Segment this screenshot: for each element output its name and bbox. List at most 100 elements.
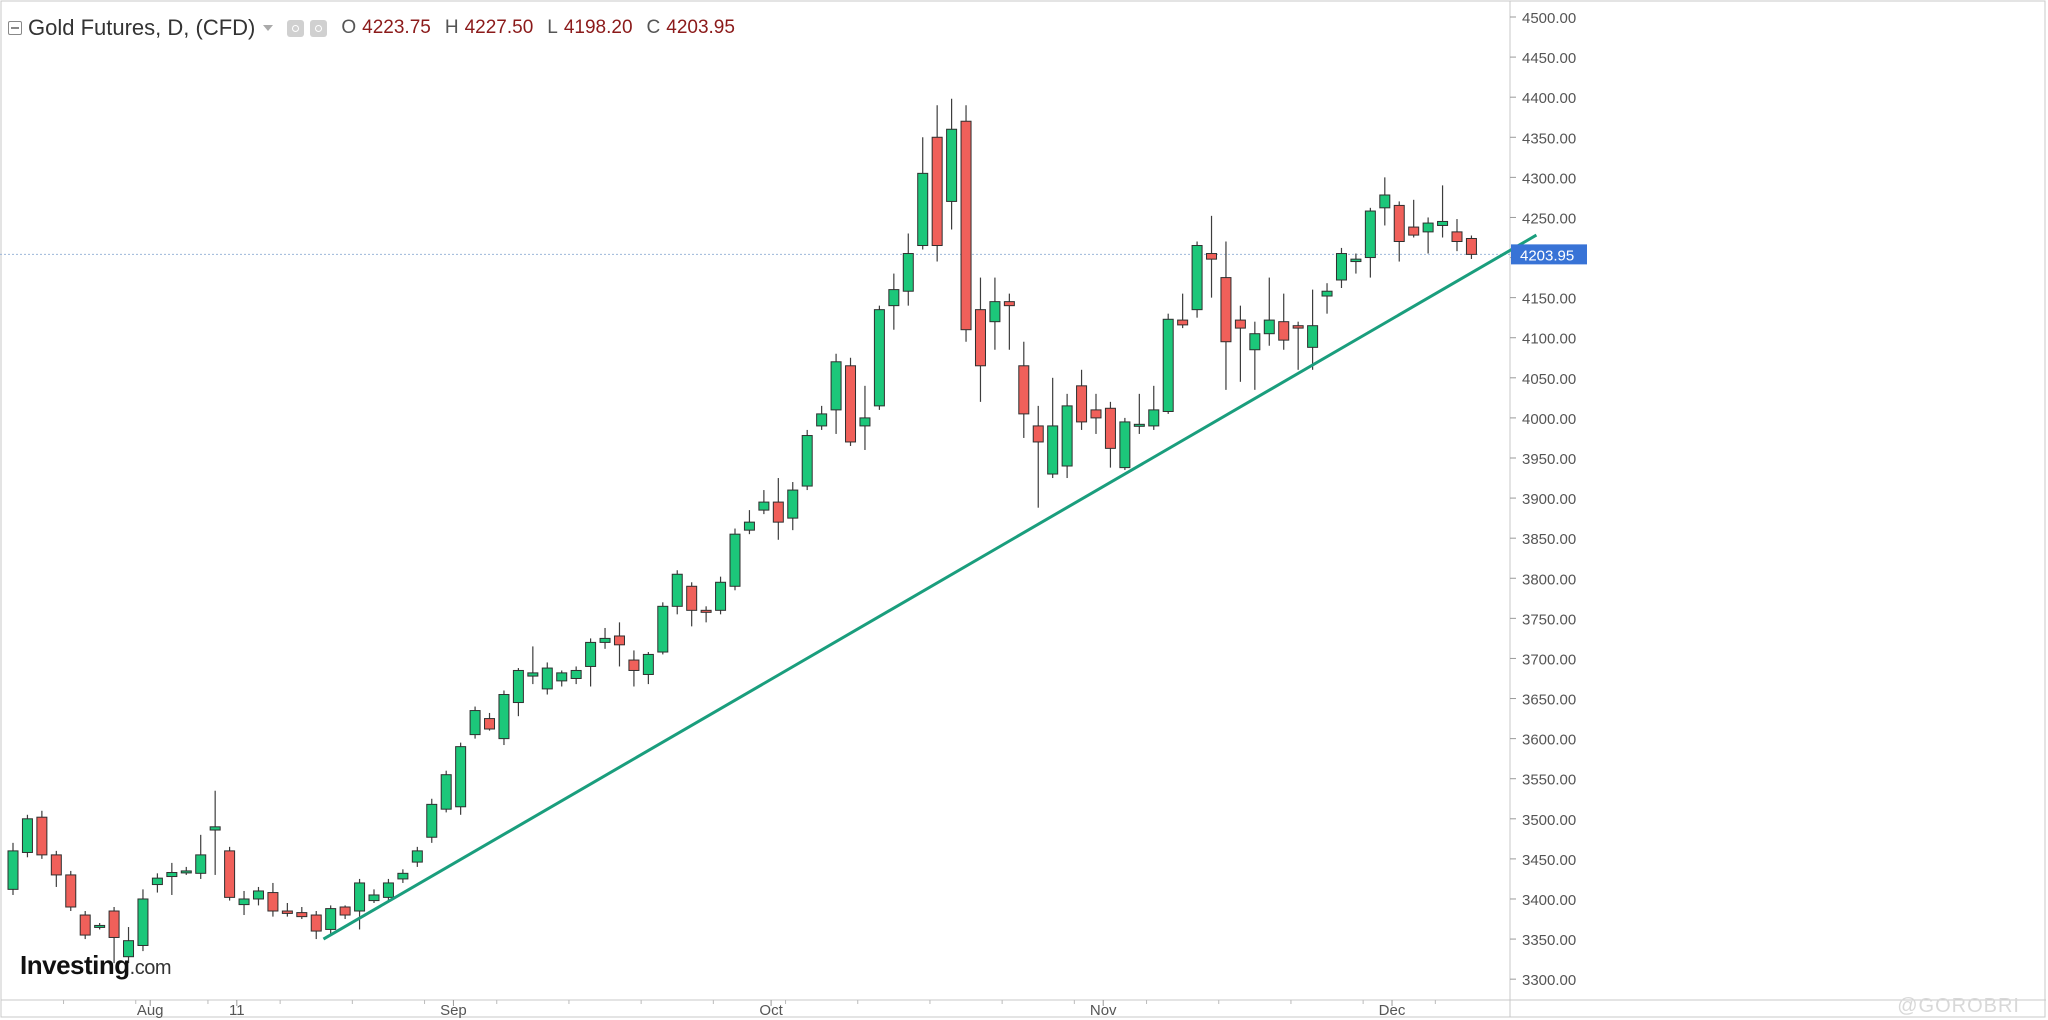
trendline[interactable] bbox=[322, 233, 1538, 941]
candle[interactable] bbox=[1032, 405, 1044, 508]
candle[interactable] bbox=[1018, 341, 1030, 438]
candle[interactable] bbox=[772, 478, 784, 540]
candle[interactable] bbox=[1451, 219, 1463, 252]
candle[interactable] bbox=[512, 668, 524, 717]
candle[interactable] bbox=[484, 712, 496, 731]
candle[interactable] bbox=[498, 690, 510, 746]
price-axis[interactable]: 3300.00 3350.00 3400.00 3450.00 3500.00 3550.… bbox=[1510, 10, 1587, 989]
candle[interactable] bbox=[1292, 321, 1304, 370]
candle[interactable] bbox=[931, 105, 943, 262]
candle[interactable] bbox=[123, 927, 135, 964]
candle[interactable] bbox=[180, 866, 192, 875]
candle[interactable] bbox=[570, 666, 582, 685]
candle[interactable] bbox=[902, 233, 914, 306]
candle[interactable] bbox=[296, 906, 308, 920]
candle[interactable] bbox=[787, 482, 799, 531]
candle[interactable] bbox=[368, 889, 380, 903]
candle[interactable] bbox=[715, 576, 727, 615]
time-axis[interactable]: Aug 11 Sep Oct Nov Dec bbox=[63, 1000, 1436, 1019]
candle[interactable] bbox=[195, 834, 207, 879]
candle[interactable] bbox=[36, 810, 48, 859]
candle[interactable] bbox=[1133, 393, 1145, 434]
candle[interactable] bbox=[209, 790, 221, 875]
candle[interactable] bbox=[1047, 377, 1059, 479]
candle[interactable] bbox=[830, 353, 842, 434]
candle[interactable] bbox=[729, 528, 741, 591]
candle[interactable] bbox=[455, 742, 467, 815]
candle[interactable] bbox=[1278, 293, 1290, 350]
candle[interactable] bbox=[1350, 253, 1362, 274]
candle[interactable] bbox=[556, 670, 568, 687]
collapse-icon[interactable] bbox=[8, 21, 22, 35]
candle[interactable] bbox=[281, 902, 293, 917]
candle[interactable] bbox=[65, 870, 77, 912]
candle[interactable] bbox=[613, 622, 625, 667]
candle[interactable] bbox=[382, 878, 394, 901]
candle[interactable] bbox=[1379, 177, 1391, 226]
candle[interactable] bbox=[657, 602, 669, 655]
settings-icon[interactable] bbox=[287, 19, 305, 37]
candle[interactable] bbox=[585, 638, 597, 687]
candle[interactable] bbox=[1393, 201, 1405, 262]
candle[interactable] bbox=[989, 277, 1001, 350]
candle[interactable] bbox=[325, 905, 337, 936]
candle[interactable] bbox=[845, 357, 857, 446]
candle[interactable] bbox=[642, 652, 654, 685]
candle[interactable] bbox=[743, 510, 755, 535]
candle[interactable] bbox=[469, 706, 481, 739]
candle[interactable] bbox=[1177, 293, 1189, 329]
candle[interactable] bbox=[426, 798, 438, 843]
candle[interactable] bbox=[411, 846, 423, 867]
candle[interactable] bbox=[1465, 235, 1477, 259]
candle[interactable] bbox=[151, 873, 163, 893]
candle[interactable] bbox=[1061, 393, 1073, 479]
candle[interactable] bbox=[137, 889, 149, 952]
candle[interactable] bbox=[1364, 207, 1376, 278]
candle[interactable] bbox=[397, 869, 409, 883]
candle[interactable] bbox=[1104, 401, 1116, 468]
candle[interactable] bbox=[1076, 369, 1088, 430]
candle[interactable] bbox=[700, 606, 712, 623]
candle[interactable] bbox=[238, 890, 250, 916]
candle[interactable] bbox=[527, 646, 539, 685]
candle[interactable] bbox=[339, 905, 351, 920]
candle[interactable] bbox=[628, 650, 640, 687]
candle[interactable] bbox=[1408, 199, 1420, 238]
candle[interactable] bbox=[1335, 247, 1347, 289]
candle[interactable] bbox=[21, 814, 33, 858]
candle[interactable] bbox=[859, 385, 871, 450]
candle[interactable] bbox=[686, 582, 698, 627]
candle[interactable] bbox=[50, 850, 62, 887]
candle[interactable] bbox=[873, 305, 885, 410]
candle[interactable] bbox=[541, 662, 553, 695]
candle[interactable] bbox=[1191, 241, 1203, 318]
candle[interactable] bbox=[310, 911, 322, 940]
candle[interactable] bbox=[1206, 215, 1218, 298]
candle[interactable] bbox=[1148, 385, 1160, 430]
candle[interactable] bbox=[1162, 313, 1174, 414]
gear-icon[interactable] bbox=[310, 19, 328, 37]
candle[interactable] bbox=[1321, 283, 1333, 314]
candle[interactable] bbox=[267, 882, 279, 917]
chevron-down-icon[interactable] bbox=[263, 25, 274, 31]
candle[interactable] bbox=[1119, 417, 1131, 471]
candle[interactable] bbox=[1090, 393, 1102, 434]
candle[interactable] bbox=[1003, 293, 1015, 350]
candle[interactable] bbox=[224, 846, 236, 901]
candle[interactable] bbox=[946, 98, 958, 230]
candle[interactable] bbox=[816, 405, 828, 430]
candle[interactable] bbox=[1234, 305, 1246, 382]
candle[interactable] bbox=[1437, 185, 1449, 238]
candle[interactable] bbox=[758, 490, 770, 515]
candle[interactable] bbox=[108, 906, 120, 964]
candle[interactable] bbox=[166, 862, 178, 895]
candle[interactable] bbox=[94, 923, 106, 930]
candle[interactable] bbox=[1422, 217, 1434, 254]
candle[interactable] bbox=[960, 105, 972, 342]
candle[interactable] bbox=[801, 429, 813, 491]
candle[interactable] bbox=[1220, 241, 1232, 390]
candle[interactable] bbox=[79, 911, 91, 940]
candle[interactable] bbox=[1307, 289, 1319, 370]
candle[interactable] bbox=[440, 770, 452, 813]
